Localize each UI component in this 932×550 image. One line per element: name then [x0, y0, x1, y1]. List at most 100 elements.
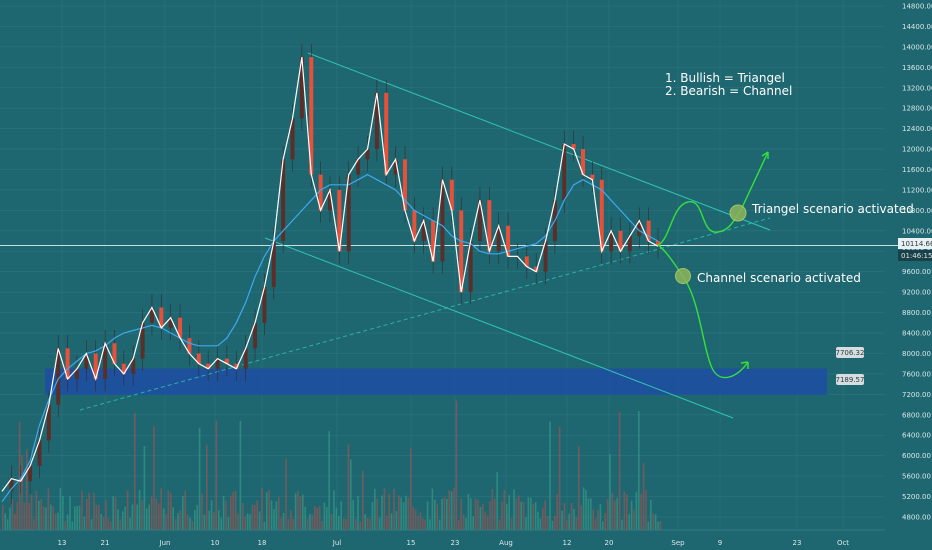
candle-body — [431, 220, 436, 262]
volume-bar — [278, 497, 280, 530]
volume-bar — [270, 500, 273, 530]
candle-body — [468, 241, 473, 293]
volume-bar — [18, 422, 21, 530]
volume-bar — [126, 490, 129, 530]
x-tick-label: 13 — [58, 539, 67, 547]
volume-bar — [311, 514, 314, 530]
candle-body — [318, 174, 323, 211]
candle-body — [56, 348, 61, 405]
volume-bar — [544, 500, 546, 530]
volume-bar — [364, 514, 366, 530]
volume-bar — [398, 495, 400, 530]
volume-bar — [50, 504, 52, 530]
candle-body — [496, 225, 501, 252]
volume-bar — [429, 519, 431, 530]
volume-bar — [518, 495, 520, 530]
volume-bar — [345, 518, 347, 530]
volume-bar — [489, 501, 491, 530]
y-tick-label: 6800.00 — [902, 411, 931, 419]
volume-bar — [69, 496, 71, 530]
volume-bar — [194, 509, 196, 530]
candle-body — [224, 358, 229, 364]
volume-bar — [506, 504, 508, 530]
candle-body — [206, 363, 211, 369]
volume-bar — [496, 471, 498, 530]
volume-bar — [414, 509, 417, 530]
volume-bar — [251, 504, 254, 530]
candle-body — [65, 348, 70, 380]
volume-bar — [482, 503, 484, 530]
volume-bar — [249, 514, 251, 530]
volume-bar — [640, 493, 642, 530]
volume-bar — [95, 504, 98, 530]
annotation-bearish: 2. Bearish = Channel — [665, 84, 792, 98]
volume-bar — [390, 513, 393, 530]
volume-bar — [393, 488, 395, 530]
volume-bar — [273, 509, 275, 530]
y-tick-label: 8800.00 — [902, 309, 931, 317]
volume-bar — [232, 491, 234, 530]
volume-bar — [189, 517, 191, 530]
volume-bar — [201, 493, 203, 530]
candle-body — [328, 189, 332, 211]
volume-bar — [633, 509, 635, 530]
volume-bar — [297, 490, 299, 530]
volume-bar — [515, 498, 518, 530]
volume-bar — [129, 517, 131, 530]
volume-bar — [71, 521, 74, 530]
candle-body — [656, 241, 660, 247]
volume-bar — [23, 502, 26, 530]
volume-bar — [237, 513, 239, 530]
volume-bar — [354, 518, 357, 530]
volume-bar — [486, 515, 489, 530]
volume-bar — [623, 491, 626, 530]
volume-bar — [309, 514, 311, 530]
x-tick-label: 18 — [258, 539, 267, 547]
volume-bar — [434, 499, 436, 530]
volume-bar — [78, 505, 81, 530]
x-tick-label: 20 — [605, 539, 614, 547]
volume-bar — [630, 500, 633, 530]
volume-bar — [645, 489, 647, 530]
y-tick-label: 14800.00 — [902, 3, 932, 11]
volume-bar — [179, 510, 182, 530]
volume-bar — [657, 521, 659, 530]
volume-bar — [90, 519, 93, 530]
volume-bar — [347, 444, 350, 530]
candle-body — [412, 210, 417, 242]
volume-bar — [491, 488, 494, 530]
volume-bar — [254, 504, 256, 530]
volume-bar — [458, 519, 460, 530]
zone-bottom-badge: 7189.57 — [836, 374, 865, 385]
volume-bar — [410, 447, 412, 530]
x-tick-label: Sep — [671, 539, 685, 547]
volume-bar — [635, 491, 638, 530]
x-tick-label: 15 — [407, 539, 416, 547]
volume-bar — [160, 488, 162, 530]
candle-body — [609, 230, 614, 252]
candle-body — [178, 317, 183, 339]
volume-bar — [546, 515, 549, 530]
y-tick-label: 5600.00 — [902, 473, 931, 481]
y-tick-label: 13200.00 — [902, 84, 932, 92]
volume-bar — [38, 500, 40, 530]
current-price-badge: 10114.66 01:46:15 — [898, 238, 932, 261]
volume-bar — [650, 499, 652, 530]
volume-bar — [342, 518, 345, 530]
volume-bar — [479, 506, 482, 530]
volume-bar — [242, 503, 244, 530]
volume-bar — [107, 518, 110, 530]
volume-bar — [333, 490, 335, 530]
volume-bar — [352, 499, 354, 530]
volume-bar — [503, 489, 506, 530]
zone-bottom-label: 7189.57 — [836, 376, 865, 384]
volume-bar — [436, 503, 438, 530]
volume-bar — [143, 446, 146, 530]
candle-body — [599, 179, 604, 252]
volume-bar — [326, 506, 328, 530]
volume-bar — [287, 519, 290, 530]
volume-bar — [4, 513, 6, 530]
volume-bar — [182, 496, 184, 530]
x-tick-label: Jun — [159, 539, 171, 547]
volume-bar — [234, 490, 237, 530]
